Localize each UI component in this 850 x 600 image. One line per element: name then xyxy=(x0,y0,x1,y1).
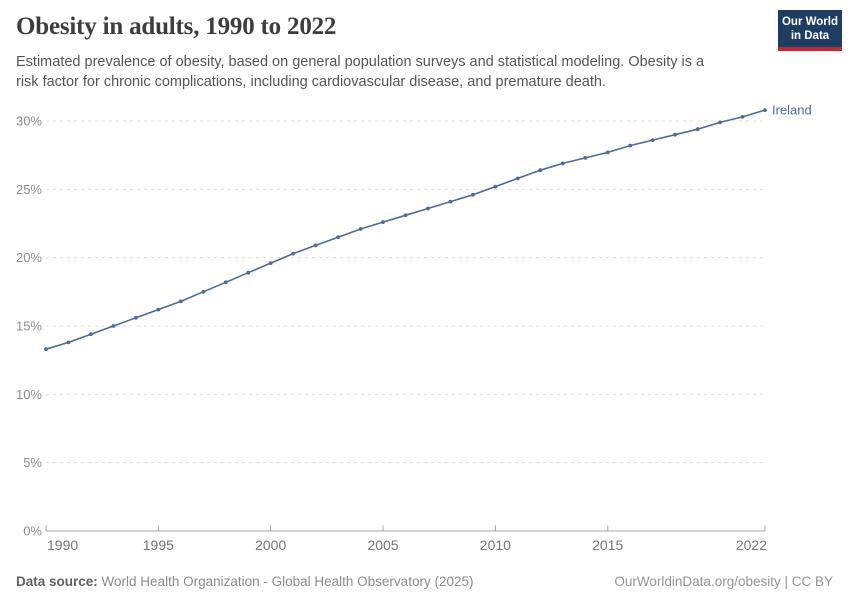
x-tick-label: 2005 xyxy=(367,537,398,553)
data-point[interactable] xyxy=(381,220,385,225)
owid-credit-link[interactable]: OurWorldinData.org/obesity | CC BY xyxy=(614,574,833,589)
data-source-value: World Health Organization - Global Healt… xyxy=(101,574,474,589)
data-point[interactable] xyxy=(246,270,251,275)
data-point[interactable] xyxy=(89,332,93,337)
data-point[interactable] xyxy=(628,143,633,148)
data-source: Data source: World Health Organization -… xyxy=(16,574,473,589)
data-point[interactable] xyxy=(448,199,453,204)
owid-logo-line2: in Data xyxy=(790,30,830,43)
data-point[interactable] xyxy=(201,289,206,294)
data-point[interactable] xyxy=(313,243,318,248)
data-point[interactable] xyxy=(336,235,340,240)
data-point[interactable] xyxy=(134,315,138,320)
page-title: Obesity in adults, 1990 to 2022 xyxy=(16,13,337,40)
data-point[interactable] xyxy=(66,340,71,345)
y-tick-label: 30% xyxy=(16,113,42,128)
x-tick-label: 2022 xyxy=(736,537,767,553)
data-point[interactable] xyxy=(44,347,48,352)
entity-label[interactable]: Ireland xyxy=(772,103,812,118)
data-line-ireland[interactable] xyxy=(45,109,766,350)
chart-footer: Data source: World Health Organization -… xyxy=(16,574,833,589)
data-point[interactable] xyxy=(471,192,475,197)
data-point[interactable] xyxy=(426,206,430,211)
owid-logo: Our World in Data xyxy=(778,10,842,52)
data-point[interactable] xyxy=(605,150,610,155)
data-point[interactable] xyxy=(763,108,767,112)
data-point[interactable] xyxy=(291,251,296,256)
data-point[interactable] xyxy=(178,299,183,304)
x-tick-label: 1995 xyxy=(143,537,174,553)
data-source-label: Data source: xyxy=(16,574,98,589)
data-point[interactable] xyxy=(583,156,588,160)
data-point[interactable] xyxy=(268,261,273,265)
data-point[interactable] xyxy=(403,213,408,218)
data-point[interactable] xyxy=(358,227,363,231)
data-point[interactable] xyxy=(560,161,565,166)
data-point[interactable] xyxy=(493,184,498,189)
data-point[interactable] xyxy=(695,127,700,132)
owid-logo-line1: Our World xyxy=(781,16,838,28)
x-tick-label: 2010 xyxy=(480,537,511,553)
y-tick-label: 0% xyxy=(23,524,42,539)
data-point[interactable] xyxy=(673,132,677,137)
y-tick-label: 25% xyxy=(16,182,42,197)
x-tick-label: 1990 xyxy=(47,537,78,553)
data-point[interactable] xyxy=(538,168,543,173)
data-point[interactable] xyxy=(223,280,228,285)
data-point[interactable] xyxy=(650,138,655,143)
y-tick-label: 15% xyxy=(16,318,42,333)
x-tick-label: 2000 xyxy=(255,537,286,553)
data-point[interactable] xyxy=(156,307,161,312)
y-tick-label: 5% xyxy=(23,455,42,470)
y-tick-label: 20% xyxy=(16,250,42,265)
data-point[interactable] xyxy=(718,120,722,125)
data-point[interactable] xyxy=(740,115,745,119)
data-point[interactable] xyxy=(111,324,116,328)
x-tick-label: 2015 xyxy=(592,537,623,553)
y-tick-label: 10% xyxy=(16,387,42,402)
data-point[interactable] xyxy=(515,176,520,181)
chart-subtitle: Estimated prevalence of obesity, based o… xyxy=(16,54,705,90)
